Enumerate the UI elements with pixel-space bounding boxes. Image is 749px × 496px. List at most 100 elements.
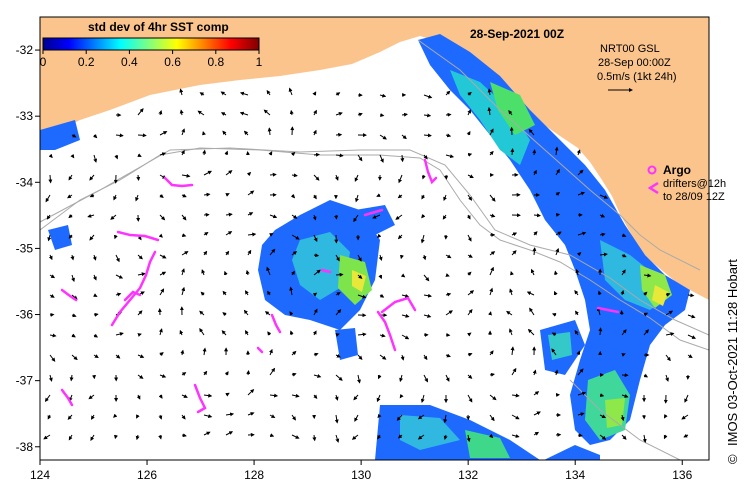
current-arrow-icon bbox=[222, 290, 227, 296]
current-arrow-icon bbox=[225, 250, 230, 256]
current-arrow-icon bbox=[357, 332, 367, 337]
current-arrow-icon bbox=[92, 254, 97, 261]
current-arrow-icon bbox=[313, 352, 319, 357]
current-arrow-icon bbox=[135, 194, 139, 202]
argo-float-icon bbox=[647, 165, 657, 175]
y-tick-label: -32 bbox=[16, 43, 34, 57]
current-arrow-icon bbox=[69, 374, 74, 382]
current-arrow-icon bbox=[643, 373, 649, 378]
current-arrow-icon bbox=[399, 374, 404, 383]
current-arrow-icon bbox=[199, 92, 205, 97]
current-arrow-icon bbox=[222, 312, 227, 317]
current-arrow-icon bbox=[379, 134, 387, 140]
current-arrow-icon bbox=[509, 288, 514, 296]
current-arrow-icon bbox=[313, 174, 320, 181]
current-arrow-icon bbox=[533, 391, 540, 396]
current-arrow-icon bbox=[511, 250, 517, 256]
current-arrow-icon bbox=[181, 433, 187, 438]
current-legend-line3: 0.5m/s (1kt 24h) bbox=[597, 71, 676, 83]
x-tick-label: 126 bbox=[137, 468, 157, 482]
current-arrow-icon bbox=[225, 412, 235, 417]
drifters-label-line2: to 28/09 12Z bbox=[663, 191, 725, 203]
current-arrow-icon bbox=[401, 112, 408, 117]
current-arrow-icon bbox=[71, 294, 78, 300]
current-arrow-icon bbox=[289, 311, 294, 316]
current-arrow-icon bbox=[45, 194, 51, 203]
current-arrow-icon bbox=[269, 348, 273, 356]
current-arrow-icon bbox=[379, 354, 387, 360]
current-arrow-icon bbox=[508, 109, 513, 116]
current-legend: NRT00 GSL 28-Sep 00:00Z 0.5m/s (1kt 24h) bbox=[597, 43, 676, 92]
current-arrow-icon bbox=[555, 168, 560, 176]
current-arrow-icon bbox=[181, 251, 189, 256]
current-arrow-icon bbox=[642, 434, 647, 443]
current-arrow-icon bbox=[532, 149, 537, 156]
current-arrow-icon bbox=[46, 214, 51, 220]
y-tick-label: -35 bbox=[16, 241, 34, 255]
drifter-track-icon bbox=[647, 181, 659, 195]
current-arrow-icon bbox=[421, 194, 426, 200]
current-arrow-icon bbox=[400, 273, 406, 278]
current-arrow-icon bbox=[266, 89, 271, 96]
current-arrow-icon bbox=[93, 134, 98, 139]
current-arrow-icon bbox=[291, 151, 296, 157]
current-arrow-icon bbox=[687, 354, 693, 359]
current-arrow-icon bbox=[555, 212, 561, 217]
current-arrow-icon bbox=[291, 234, 300, 240]
current-arrow-icon bbox=[313, 253, 320, 258]
current-arrow-icon bbox=[687, 293, 695, 298]
current-arrow-icon bbox=[159, 254, 167, 259]
current-arrow-icon bbox=[684, 394, 689, 403]
current-arrow-icon bbox=[202, 347, 207, 356]
drifters-label-line1: drifters@12h bbox=[663, 178, 726, 190]
current-arrow-icon bbox=[312, 434, 317, 442]
current-arrow-icon bbox=[665, 292, 671, 297]
current-arrow-icon bbox=[181, 173, 191, 178]
current-arrow-icon bbox=[181, 128, 186, 136]
current-arrow-icon bbox=[291, 393, 300, 398]
current-arrow-icon bbox=[400, 154, 405, 163]
current-arrow-icon bbox=[115, 354, 121, 359]
current-arrow-icon bbox=[376, 394, 381, 403]
current-arrow-icon bbox=[335, 333, 340, 337]
current-arrow-icon bbox=[489, 194, 496, 202]
argo-legend: Argo drifters@12h to 28/09 12Z bbox=[647, 163, 726, 203]
x-axis: 124 126 128 130 132 134 136 bbox=[30, 460, 693, 482]
current-arrow-icon bbox=[202, 149, 207, 156]
current-arrow-icon bbox=[181, 268, 185, 276]
current-arrow-icon bbox=[379, 333, 386, 338]
current-arrow-icon bbox=[71, 354, 78, 361]
current-arrow-icon bbox=[488, 311, 492, 316]
current-arrow-icon bbox=[423, 374, 428, 383]
argo-label: Argo bbox=[663, 163, 691, 177]
current-arrow-icon bbox=[355, 194, 359, 203]
current-arrow-icon bbox=[445, 292, 452, 297]
current-arrow-icon bbox=[357, 112, 363, 117]
current-arrow-icon bbox=[312, 292, 318, 297]
current-arrow-icon bbox=[313, 234, 318, 243]
current-arrow-icon bbox=[113, 194, 117, 201]
current-arrow-icon bbox=[467, 234, 472, 242]
current-arrow-icon bbox=[110, 214, 117, 220]
current-arrow-icon bbox=[422, 254, 427, 261]
current-arrow-icon bbox=[181, 414, 186, 420]
current-arrow-icon bbox=[181, 233, 187, 238]
current-arrow-icon bbox=[245, 269, 250, 276]
current-arrow-icon bbox=[445, 310, 453, 316]
current-arrow-icon bbox=[291, 173, 298, 178]
current-arrow-icon bbox=[222, 130, 227, 136]
current-arrow-icon bbox=[511, 367, 517, 376]
current-arrow-icon bbox=[291, 372, 297, 377]
current-arrow-icon bbox=[554, 369, 559, 376]
current-arrow-icon bbox=[489, 251, 496, 256]
current-arrow-icon bbox=[246, 171, 252, 177]
current-arrow-icon bbox=[599, 194, 609, 199]
current-arrow-icon bbox=[401, 334, 410, 340]
current-arrow-icon bbox=[114, 154, 119, 160]
colorbar-tick-label: 0 bbox=[40, 55, 47, 69]
current-arrow-icon bbox=[49, 294, 55, 298]
current-arrow-icon bbox=[335, 353, 341, 358]
current-arrow-icon bbox=[136, 414, 140, 419]
current-arrow-icon bbox=[89, 174, 95, 181]
